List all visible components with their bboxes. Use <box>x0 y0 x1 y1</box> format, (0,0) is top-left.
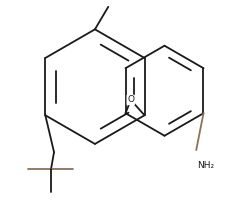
Text: NH₂: NH₂ <box>197 161 214 170</box>
Text: O: O <box>127 95 134 104</box>
